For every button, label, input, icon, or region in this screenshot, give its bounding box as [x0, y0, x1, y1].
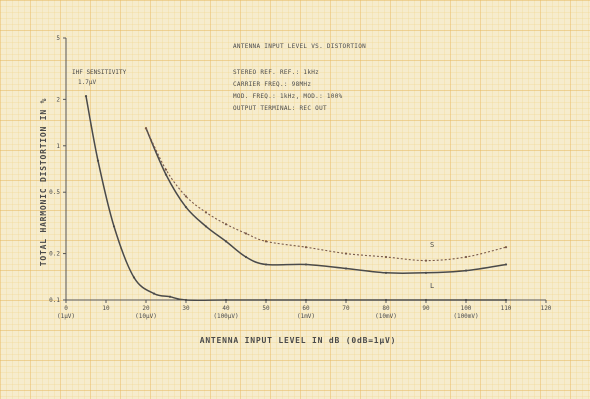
data-point — [224, 298, 228, 302]
x-axis-label: ANTENNA INPUT LEVEL IN dB (0dB=1μV) — [200, 336, 397, 345]
data-point — [464, 255, 468, 259]
data-point — [344, 267, 348, 270]
data-point — [244, 232, 248, 235]
x-tick-label: 100 — [461, 305, 472, 312]
chart-title: ANTENNA INPUT LEVEL VS. DISTORTION — [233, 43, 366, 50]
data-point — [504, 298, 508, 302]
data-point — [264, 263, 268, 266]
data-point — [384, 271, 388, 274]
data-point — [304, 298, 308, 302]
data-point — [264, 298, 268, 302]
y-tick-label: 0.1 — [49, 297, 60, 304]
data-point — [424, 259, 428, 262]
x-tick-sublabel: (1mV) — [297, 313, 315, 320]
x-tick-label: 50 — [262, 305, 270, 312]
x-tick-sublabel: (10μV) — [135, 313, 157, 320]
curve-label-l: L — [430, 282, 434, 290]
data-point — [504, 246, 508, 249]
y-tick-label: 2 — [56, 96, 60, 103]
info-line: MOD. FREQ.: 1kHz, MOD.: 100% — [233, 93, 343, 100]
info-line: CARRIER FREQ.: 98MHz — [233, 81, 311, 88]
data-point — [204, 211, 208, 214]
data-point — [184, 206, 188, 209]
x-tick-label: 110 — [501, 305, 512, 312]
x-tick-label: 10 — [102, 305, 110, 312]
x-tick-label: 0 — [64, 305, 68, 312]
x-tick-label: 70 — [342, 305, 350, 312]
x-ticks: 0(1μV) 10 20(10μV) 30 40(100μV) 50 60(1mV) 70 80… — [57, 300, 552, 320]
data-point — [224, 223, 228, 226]
x-tick-label: 80 — [382, 305, 390, 312]
data-point — [112, 225, 116, 228]
y-tick-label: 1 — [56, 143, 60, 150]
data-point — [84, 94, 88, 98]
data-point — [152, 292, 156, 295]
y-tick-label: 5 — [56, 35, 60, 42]
sensitivity-value: 1.7μV — [78, 79, 96, 86]
y-tick-label: 0.5 — [49, 189, 60, 196]
y-ticks: 0.1 0.2 0.5 1 2 5 — [49, 35, 66, 304]
data-point — [132, 276, 136, 279]
info-line: STEREO REF. REF.: 1kHz — [233, 69, 319, 76]
data-point — [164, 173, 168, 176]
data-point — [164, 168, 168, 171]
data-point — [464, 298, 468, 302]
data-point — [144, 127, 148, 130]
x-tick-sublabel: (100μV) — [213, 313, 238, 320]
x-tick-label: 20 — [142, 305, 150, 312]
data-point — [424, 271, 428, 274]
y-tick-label: 0.2 — [49, 251, 60, 258]
x-tick-label: 60 — [302, 305, 310, 312]
data-point — [304, 246, 308, 249]
data-point — [96, 159, 100, 162]
x-tick-label: 90 — [422, 305, 430, 312]
x-tick-label: 30 — [182, 305, 190, 312]
info-line: OUTPUT TERMINAL: REC OUT — [233, 105, 327, 112]
sensitivity-label: IHF SENSITIVITY — [72, 69, 127, 76]
data-point — [504, 263, 508, 266]
data-point — [184, 195, 188, 198]
curve-label-s: S — [430, 241, 434, 249]
sensitivity-note: IHF SENSITIVITY 1.7μV — [72, 69, 127, 86]
data-point — [424, 298, 428, 302]
data-point — [384, 298, 388, 302]
info-block: ANTENNA INPUT LEVEL VS. DISTORTION STERE… — [233, 43, 366, 112]
data-point — [344, 252, 348, 255]
curve-labels: SL — [430, 241, 434, 290]
data-point — [244, 255, 248, 259]
series-group — [84, 94, 508, 302]
data-point — [304, 263, 308, 266]
data-point — [184, 298, 188, 302]
data-point — [464, 269, 468, 272]
y-axis-label: TOTAL HARMONIC DISTORTION IN % — [39, 98, 48, 267]
x-tick-sublabel: (10mV) — [375, 313, 397, 320]
data-point — [384, 255, 388, 259]
x-tick-label: 40 — [222, 305, 230, 312]
data-point — [344, 298, 348, 302]
x-tick-label: 120 — [541, 305, 552, 312]
x-tick-sublabel: (1μV) — [57, 313, 75, 320]
data-point — [168, 295, 172, 298]
data-point — [204, 225, 208, 228]
x-tick-sublabel: (100mV) — [453, 313, 478, 320]
data-point — [224, 240, 228, 243]
data-point — [264, 240, 268, 243]
